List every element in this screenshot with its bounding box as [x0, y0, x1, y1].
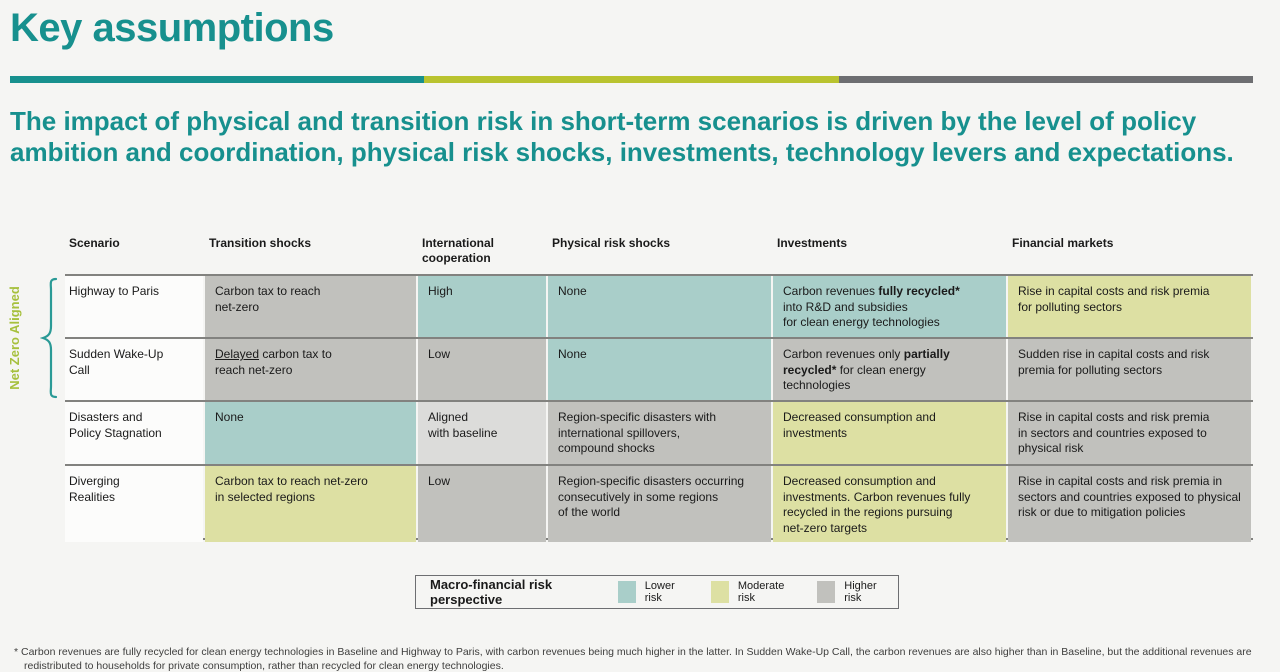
- scenario-name: Sudden Wake-Up Call: [65, 339, 203, 400]
- cell-text: for clean energy technologies: [783, 362, 926, 393]
- column-header-international-cooperation: International cooperation: [422, 236, 495, 265]
- scenario-name: Disasters and Policy Stagnation: [65, 402, 203, 464]
- investments-cell: Carbon revenues only partially recycled*…: [773, 339, 1006, 400]
- international-cooperation-cell: Aligned with baseline: [418, 402, 546, 464]
- investments-cell: Carbon revenues fully recycled* into R&D…: [773, 276, 1006, 337]
- column-header-scenario: Scenario: [69, 236, 120, 250]
- cell-text-underline: Delayed: [215, 347, 260, 361]
- financial-markets-cell: Rise in capital costs and risk premia in…: [1008, 402, 1251, 464]
- financial-markets-cell: Sudden rise in capital costs and risk pr…: [1008, 339, 1251, 400]
- cell-text: Carbon revenues only: [783, 347, 904, 361]
- risk-legend: Macro-financial risk perspective Lower r…: [415, 575, 899, 609]
- table-row: Sudden Wake-Up Call Delayed carbon tax t…: [65, 337, 1253, 400]
- divider-segment-lime: [424, 76, 839, 83]
- divider-segment-gray: [838, 76, 1253, 83]
- table-header-row: Scenario Transition shocks International…: [65, 232, 1253, 274]
- lower-risk-swatch-icon: [617, 581, 636, 603]
- column-header-investments: Investments: [777, 236, 848, 250]
- legend-item-moderate-risk: Moderate risk: [710, 580, 791, 604]
- cell-text: into R&D and subsidies for clean energy …: [783, 299, 940, 330]
- international-cooperation-cell: Low: [418, 466, 546, 542]
- table-row: Diverging Realities Carbon tax to reach …: [65, 464, 1253, 542]
- international-cooperation-cell: High: [418, 276, 546, 337]
- financial-markets-cell: Rise in capital costs and risk premia fo…: [1008, 276, 1251, 337]
- financial-markets-cell: Rise in capital costs and risk premia in…: [1008, 466, 1251, 542]
- assumptions-table: Scenario Transition shocks International…: [65, 232, 1253, 542]
- table-row: Disasters and Policy Stagnation None Ali…: [65, 400, 1253, 464]
- moderate-risk-swatch-icon: [710, 581, 729, 603]
- international-cooperation-cell: Low: [418, 339, 546, 400]
- investments-cell: Decreased consumption and investments. C…: [773, 466, 1006, 542]
- scenario-name: Highway to Paris: [65, 276, 203, 337]
- investments-cell: Decreased consumption and investments: [773, 402, 1006, 464]
- table-row: Highway to Paris Carbon tax to reach net…: [65, 274, 1253, 337]
- scenario-name: Diverging Realities: [65, 466, 203, 542]
- legend-title: Macro-financial risk perspective: [430, 577, 553, 607]
- column-header-transition-shocks: Transition shocks: [209, 236, 312, 250]
- cell-text: Carbon revenues: [783, 284, 879, 298]
- divider-rule: [10, 76, 1253, 83]
- divider-segment-teal: [10, 76, 425, 83]
- cell-text-bold: partially recycled*: [783, 347, 950, 377]
- physical-risk-shocks-cell: Region-specific disasters occurring cons…: [548, 466, 771, 542]
- cell-text: carbon tax to reach net-zero: [215, 347, 332, 377]
- net-zero-brace-icon: [40, 277, 58, 399]
- legend-label: Higher risk: [844, 580, 877, 604]
- higher-risk-swatch-icon: [816, 581, 836, 603]
- page-title: Key assumptions: [10, 6, 334, 50]
- physical-risk-shocks-cell: None: [548, 339, 771, 400]
- page-subtitle: The impact of physical and transition ri…: [10, 106, 1234, 167]
- transition-shocks-cell: None: [205, 402, 416, 464]
- legend-item-higher-risk: Higher risk: [816, 580, 886, 604]
- legend-item-lower-risk: Lower risk: [617, 580, 685, 604]
- footnote: * Carbon revenues are fully recycled for…: [14, 646, 1252, 672]
- transition-shocks-cell: Carbon tax to reach net-zero in selected…: [205, 466, 416, 542]
- legend-label: Lower risk: [644, 580, 675, 604]
- physical-risk-shocks-cell: Region-specific disasters with internati…: [548, 402, 771, 464]
- transition-shocks-cell: Delayed carbon tax to reach net-zero: [205, 339, 416, 400]
- legend-label: Moderate risk: [737, 580, 785, 604]
- cell-text-bold: fully recycled*: [878, 284, 960, 298]
- net-zero-aligned-label: Net Zero Aligned: [7, 286, 22, 390]
- column-header-financial-markets: Financial markets: [1012, 236, 1114, 250]
- transition-shocks-cell: Carbon tax to reach net-zero: [205, 276, 416, 337]
- physical-risk-shocks-cell: None: [548, 276, 771, 337]
- column-header-physical-risk-shocks: Physical risk shocks: [552, 236, 671, 250]
